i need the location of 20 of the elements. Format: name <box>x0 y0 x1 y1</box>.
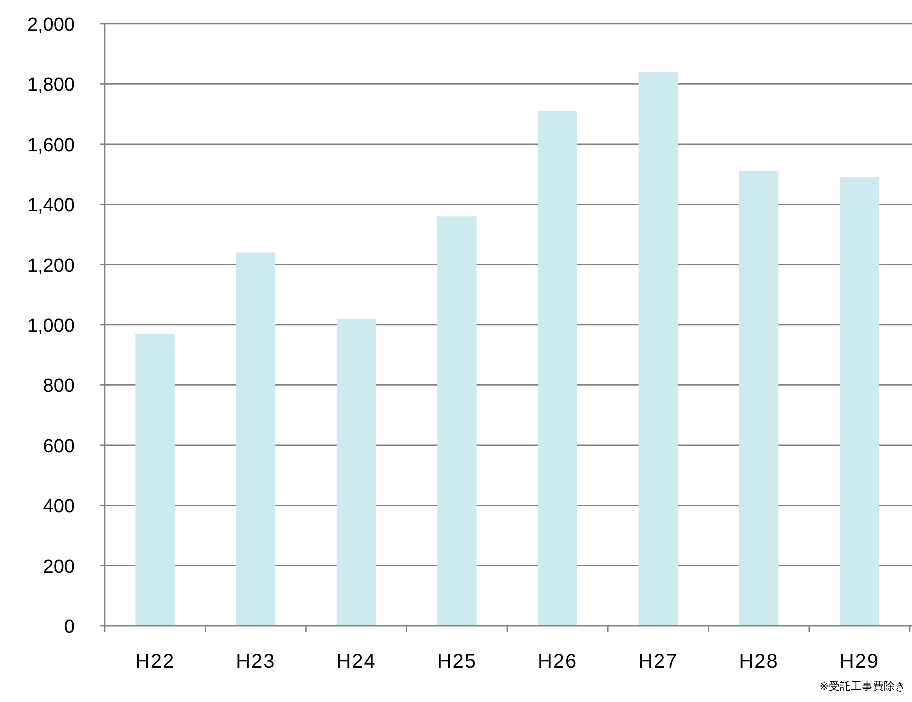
y-tick-label: 1,400 <box>27 196 75 217</box>
x-tick-label: H27 <box>638 651 678 673</box>
text: ※受託工事費除き <box>820 680 906 693</box>
x-tick-label: H29 <box>840 651 880 673</box>
y-tick-label: 1,800 <box>27 75 75 96</box>
y-tick-label: 0 <box>64 617 75 638</box>
y-tick-label: 200 <box>43 556 75 578</box>
x-tick-label: H22 <box>135 651 176 673</box>
x-tick-label: H23 <box>236 651 276 673</box>
y-tick-label: 2,000 <box>27 15 75 36</box>
y-tick-label: 400 <box>43 496 75 518</box>
x-tick-label: H26 <box>538 651 578 673</box>
y-tick-label: 600 <box>43 436 75 458</box>
x-tick-label: H28 <box>739 651 779 673</box>
x-tick-label: H25 <box>437 651 478 673</box>
y-tick-label: 1,000 <box>27 316 75 337</box>
y-tick-label: 800 <box>43 376 75 398</box>
y-tick-label: 1,200 <box>27 256 75 277</box>
y-tick-label: 1,600 <box>27 135 75 156</box>
x-tick-label: H24 <box>336 651 376 673</box>
